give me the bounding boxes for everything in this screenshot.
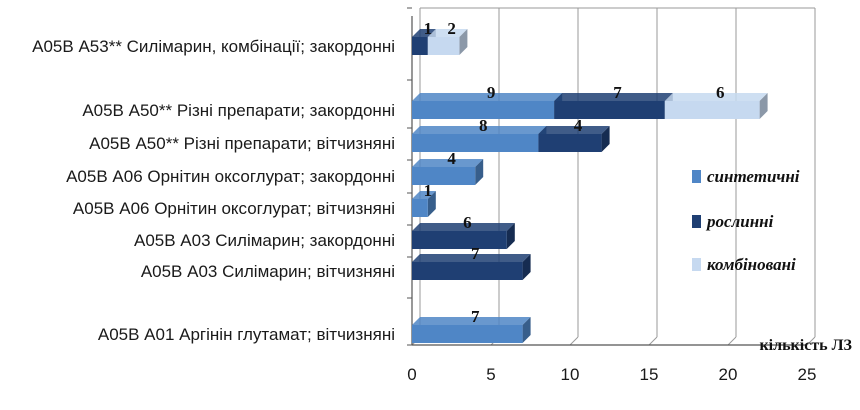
bar-0-2 <box>427 29 468 55</box>
bar-3-0 <box>412 159 484 185</box>
bar-1-0 <box>412 93 563 119</box>
bar-4-0 <box>412 191 436 217</box>
bar-side-face <box>522 317 531 343</box>
bar-top-face <box>412 159 484 167</box>
bar-front-face <box>412 101 555 119</box>
bar-top-face <box>412 29 436 37</box>
gridline-floor-4 <box>727 336 737 346</box>
x-tick-label-3: 15 <box>640 365 659 384</box>
data-label-1-0: 9 <box>487 83 496 102</box>
x-tick-label-1: 5 <box>486 365 495 384</box>
category-label-2: А05В А50** Різні препарати; вітчизняні <box>89 134 395 153</box>
bar-front-face <box>412 167 476 185</box>
bar-2-1 <box>538 126 610 152</box>
legend-swatch-0 <box>692 170 701 183</box>
legend-label-0: синтетичні <box>707 167 800 186</box>
data-label-0-2: 2 <box>447 19 456 38</box>
data-label-2-1: 4 <box>574 116 583 135</box>
bar-top-face <box>412 317 531 325</box>
data-label-4-0: 1 <box>424 181 433 200</box>
bar-top-face <box>554 93 673 101</box>
bar-side-face <box>475 159 484 185</box>
x-tick-label-2: 10 <box>561 365 580 384</box>
category-label-5: А05В А03 Силімарин; закордонні <box>134 231 395 250</box>
category-label-7: А05В А01 Аргінін глутамат; вітчизняні <box>98 325 395 344</box>
bar-top-face <box>664 93 768 101</box>
bar-top-face <box>412 191 436 199</box>
data-label-5-1: 6 <box>463 213 472 232</box>
x-axis-title: кількість ЛЗ <box>759 337 852 354</box>
data-label-7-0: 7 <box>471 307 480 326</box>
data-label-0-1: 1 <box>424 19 433 38</box>
bar-top-face <box>412 126 547 134</box>
gridline-floor-5 <box>806 336 816 346</box>
legend-swatch-2 <box>692 258 701 271</box>
bar-top-face <box>538 126 610 134</box>
category-label-1: А05В А50** Різні препарати; закордонні <box>82 101 395 120</box>
bar-side-face <box>759 93 768 119</box>
bar-front-face <box>412 199 428 217</box>
gridline-floor-2 <box>569 336 579 346</box>
bar-side-face <box>459 29 468 55</box>
category-label-0: А05В А53** Силімарин, комбінації; закорд… <box>32 37 395 56</box>
bar-top-face <box>412 254 531 262</box>
data-label-3-0: 4 <box>447 149 456 168</box>
labels: 0 5 10 15 20 25 кількість ЛЗ А05В А53** Силімар… <box>32 19 852 384</box>
bar-7-0 <box>412 317 531 343</box>
bar-6-1 <box>412 254 531 280</box>
x-tick-label-0: 0 <box>407 365 416 384</box>
bars <box>412 29 768 343</box>
x-tick-label-5: 25 <box>798 365 817 384</box>
bar-front-face <box>412 231 507 249</box>
legend: синтетичні рослинні комбіновані <box>692 167 800 274</box>
bar-front-face <box>554 101 665 119</box>
bar-side-face <box>427 191 436 217</box>
bar-front-face <box>538 134 602 152</box>
category-label-6: А05В А03 Силімарин; вітчизняні <box>141 262 395 281</box>
category-label-3: А05В А06 Орнітин оксоглурат; закордонні <box>66 167 395 186</box>
bar-side-face <box>522 254 531 280</box>
legend-label-1: рослинні <box>705 212 774 231</box>
data-label-1-1: 7 <box>613 83 622 102</box>
bar-front-face <box>412 325 523 343</box>
category-label-4: А05В А06 Орнітин оксоглурат; вітчизняні <box>73 199 395 218</box>
bar-front-face <box>412 37 428 55</box>
data-label-1-2: 6 <box>716 83 725 102</box>
data-label-2-0: 8 <box>479 116 488 135</box>
bar-1-2 <box>664 93 768 119</box>
bar-front-face <box>664 101 760 119</box>
bar-front-face <box>412 134 539 152</box>
bar-top-face <box>412 223 515 231</box>
bar-side-face <box>601 126 610 152</box>
bar-side-face <box>506 223 515 249</box>
data-label-6-1: 7 <box>471 244 480 263</box>
x-tick-label-4: 20 <box>719 365 738 384</box>
bar-top-face <box>412 93 563 101</box>
gridlines <box>411 7 816 346</box>
legend-label-2: комбіновані <box>707 255 796 274</box>
bar-top-face <box>427 29 468 37</box>
bar-front-face <box>427 37 460 55</box>
gridline-floor-3 <box>648 336 658 346</box>
bar-front-face <box>412 262 523 280</box>
bar-5-1 <box>412 223 515 249</box>
legend-swatch-1 <box>692 215 701 228</box>
